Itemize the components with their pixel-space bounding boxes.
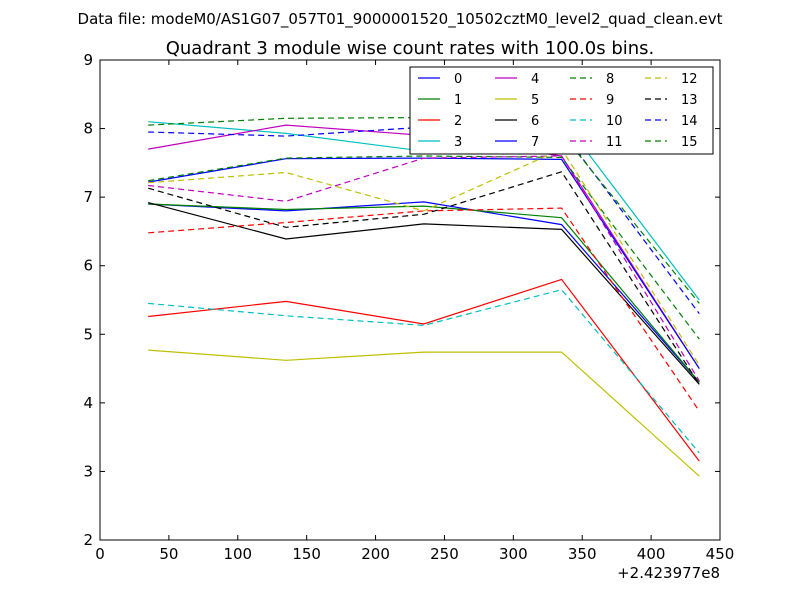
series-line-10 (148, 289, 700, 454)
chart-title: Quadrant 3 module wise count rates with … (166, 38, 655, 59)
x-tick-label: 50 (159, 545, 178, 563)
legend-label-3: 3 (454, 135, 462, 150)
legend-label-12: 12 (681, 72, 698, 87)
x-tick-label: 0 (95, 545, 105, 563)
legend-label-4: 4 (531, 72, 539, 87)
legend-label-7: 7 (531, 135, 539, 150)
series-line-7 (148, 157, 700, 369)
y-tick-label: 5 (83, 325, 93, 343)
legend-label-10: 10 (606, 114, 623, 129)
x-tick-label: 350 (568, 545, 597, 563)
legend-label-5: 5 (531, 93, 539, 108)
legend-box (409, 66, 714, 155)
y-tick-label: 9 (83, 51, 93, 69)
y-tick-label: 6 (83, 257, 93, 275)
legend-label-9: 9 (606, 93, 614, 108)
x-tick-label: 150 (292, 545, 321, 563)
y-tick-label: 8 (83, 120, 93, 138)
x-axis-offset-label: +2.423977e8 (617, 564, 720, 582)
series-line-12 (148, 148, 700, 366)
series-line-11 (148, 155, 700, 382)
legend-label-14: 14 (681, 114, 698, 129)
series-line-6 (148, 202, 700, 385)
y-tick-label: 7 (83, 188, 93, 206)
series-line-2 (148, 278, 700, 462)
legend-label-13: 13 (681, 93, 698, 108)
series-layer (148, 116, 700, 477)
x-tick-label: 400 (637, 545, 666, 563)
legend-label-11: 11 (606, 135, 623, 150)
plot-area (99, 59, 721, 541)
series-line-1 (148, 203, 700, 383)
x-tick-label: 250 (430, 545, 459, 563)
series-line-13 (148, 171, 700, 385)
series-line-0 (148, 201, 700, 383)
x-tick-label: 100 (223, 545, 252, 563)
chart-suptitle: Data file: modeM0/AS1G07_057T01_90000015… (78, 10, 723, 29)
series-line-9 (148, 207, 700, 412)
series-line-4 (148, 124, 700, 369)
y-tick-label: 3 (83, 462, 93, 480)
legend-label-1: 1 (454, 93, 462, 108)
legend-label-0: 0 (454, 72, 462, 87)
y-tick-label: 2 (83, 531, 93, 549)
y-tick-label: 4 (83, 394, 93, 412)
x-tick-label: 450 (706, 545, 735, 563)
x-tick-label: 300 (499, 545, 528, 563)
series-line-5 (148, 349, 700, 477)
legend-label-2: 2 (454, 114, 462, 129)
series-line-14 (148, 126, 700, 315)
legend-label-15: 15 (681, 135, 698, 150)
x-tick-label: 200 (361, 545, 390, 563)
legend-label-6: 6 (531, 114, 539, 129)
legend-label-8: 8 (606, 72, 614, 87)
series-line-8 (148, 155, 700, 340)
